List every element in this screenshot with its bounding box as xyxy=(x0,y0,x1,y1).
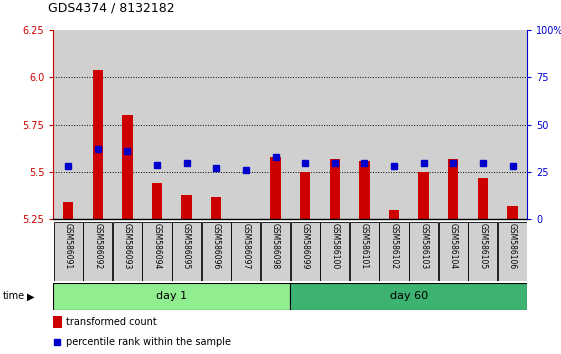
Text: GSM586096: GSM586096 xyxy=(211,223,220,269)
Bar xyxy=(379,30,409,219)
Bar xyxy=(350,222,379,281)
Bar xyxy=(448,159,458,219)
Bar xyxy=(468,30,498,219)
Bar xyxy=(291,222,320,281)
Bar xyxy=(202,222,231,281)
Bar xyxy=(122,115,132,219)
Bar xyxy=(379,222,408,281)
Text: GSM586103: GSM586103 xyxy=(419,223,428,269)
Bar xyxy=(113,30,142,219)
Bar xyxy=(468,222,498,281)
Text: GSM586095: GSM586095 xyxy=(182,223,191,269)
Text: GSM586097: GSM586097 xyxy=(241,223,250,269)
Bar xyxy=(53,30,83,219)
Bar xyxy=(93,70,103,219)
Bar xyxy=(211,197,222,219)
Bar xyxy=(83,30,113,219)
Bar xyxy=(409,222,438,281)
Bar xyxy=(53,283,290,310)
Bar xyxy=(478,178,488,219)
Text: day 1: day 1 xyxy=(157,291,187,302)
Text: transformed count: transformed count xyxy=(66,317,157,327)
Bar xyxy=(261,30,290,219)
Bar xyxy=(498,222,527,281)
Bar xyxy=(152,183,162,219)
Bar xyxy=(231,222,260,281)
Text: GSM586100: GSM586100 xyxy=(330,223,339,269)
Bar xyxy=(507,206,518,219)
Bar xyxy=(142,222,172,281)
Bar xyxy=(261,222,290,281)
Bar xyxy=(113,222,142,281)
Text: GSM586094: GSM586094 xyxy=(153,223,162,269)
Text: GSM586102: GSM586102 xyxy=(389,223,398,269)
Text: GSM586091: GSM586091 xyxy=(63,223,72,269)
Bar xyxy=(409,30,439,219)
Text: GSM586099: GSM586099 xyxy=(301,223,310,269)
Bar xyxy=(172,222,201,281)
Text: GSM586101: GSM586101 xyxy=(360,223,369,269)
Bar xyxy=(498,30,527,219)
Bar xyxy=(329,159,340,219)
Bar xyxy=(53,316,62,328)
Bar xyxy=(359,161,370,219)
Text: GSM586104: GSM586104 xyxy=(449,223,458,269)
Text: GSM586106: GSM586106 xyxy=(508,223,517,269)
Bar xyxy=(270,157,280,219)
Text: GDS4374 / 8132182: GDS4374 / 8132182 xyxy=(48,1,174,14)
Bar xyxy=(231,30,261,219)
Text: day 60: day 60 xyxy=(390,291,428,302)
Bar xyxy=(172,30,201,219)
Bar xyxy=(320,222,350,281)
Bar xyxy=(54,222,82,281)
Bar xyxy=(142,30,172,219)
Bar xyxy=(439,30,468,219)
Bar xyxy=(320,30,350,219)
Text: GSM586105: GSM586105 xyxy=(479,223,488,269)
Bar xyxy=(63,202,73,219)
Text: percentile rank within the sample: percentile rank within the sample xyxy=(66,337,231,347)
Bar xyxy=(290,283,527,310)
Bar xyxy=(83,222,112,281)
Bar xyxy=(181,195,192,219)
Bar xyxy=(419,172,429,219)
Text: ▶: ▶ xyxy=(27,291,34,302)
Bar xyxy=(201,30,231,219)
Bar xyxy=(290,30,320,219)
Text: GSM586098: GSM586098 xyxy=(271,223,280,269)
Text: GSM586092: GSM586092 xyxy=(93,223,102,269)
Bar xyxy=(389,210,399,219)
Text: time: time xyxy=(3,291,25,302)
Bar xyxy=(300,172,310,219)
Text: GSM586093: GSM586093 xyxy=(123,223,132,269)
Bar xyxy=(350,30,379,219)
Bar xyxy=(439,222,468,281)
